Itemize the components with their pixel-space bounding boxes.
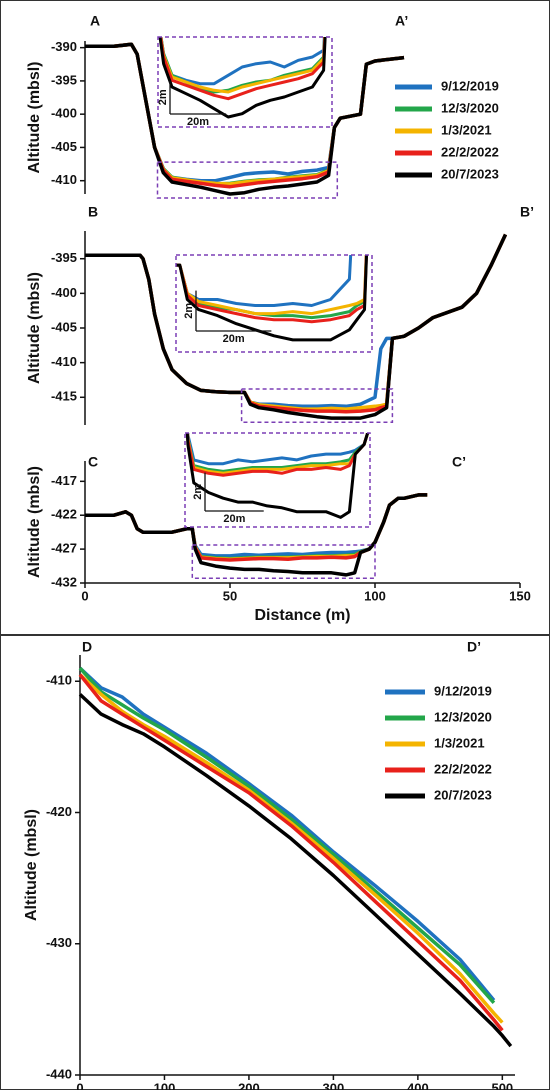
series-line <box>159 37 327 94</box>
inset-bg <box>185 433 370 527</box>
series-line <box>185 433 370 477</box>
scale-label-x: 20m <box>223 333 245 345</box>
x-tick-label: 200 <box>238 1080 260 1090</box>
scale-label-y: 2m <box>192 484 204 500</box>
x-tick-label: 150 <box>509 588 531 603</box>
panel-label: D <box>82 639 92 655</box>
legend-label: 20/7/2023 <box>434 787 492 802</box>
series-line <box>158 37 327 119</box>
scale-label-y: 2m <box>157 89 169 105</box>
inset <box>185 433 370 519</box>
y-axis-label: Altitude (mbsl) <box>23 809 40 921</box>
series-line <box>78 666 496 1004</box>
zoom-box <box>240 388 394 423</box>
scale-label-x: 20m <box>187 116 209 128</box>
x-tick-label: 500 <box>491 1080 513 1090</box>
panel-label-end: D’ <box>467 639 481 655</box>
series-line <box>186 433 370 473</box>
panel-label: C <box>88 454 98 470</box>
panel-label: B <box>88 204 98 220</box>
scale-label-y: 2m <box>183 303 195 319</box>
series-line <box>78 673 504 1032</box>
inset <box>176 255 369 342</box>
y-tick-label: -395 <box>51 72 77 87</box>
panel-label: A <box>90 13 100 29</box>
y-tick-label: -405 <box>51 139 77 154</box>
series-line <box>186 433 370 475</box>
series-line <box>159 37 327 94</box>
series-line <box>159 37 326 86</box>
y-tick-label: -410 <box>46 673 72 688</box>
x-tick-label: 0 <box>76 1080 83 1090</box>
y-axis-label: Altitude (mbsl) <box>26 272 43 384</box>
y-tick-label: -420 <box>46 804 72 819</box>
frame-bottom <box>0 635 550 1090</box>
panel-label-end: A’ <box>395 13 408 29</box>
y-tick-label: -390 <box>51 39 77 54</box>
x-tick-label: 400 <box>407 1080 429 1090</box>
series-line <box>78 693 513 1048</box>
y-tick-label: -432 <box>51 574 77 589</box>
legend-label: 12/3/2020 <box>441 100 499 115</box>
series-line <box>186 433 370 466</box>
inset-frame <box>157 36 333 128</box>
y-tick-label: -422 <box>51 507 77 522</box>
y-tick-label: -410 <box>51 172 77 187</box>
y-tick-label: -405 <box>51 319 77 334</box>
legend-label: 1/3/2021 <box>441 122 492 137</box>
zoom-box <box>156 161 339 199</box>
y-tick-label: -430 <box>46 935 72 950</box>
scale-label-x: 20m <box>223 513 245 525</box>
y-axis-label: Altitude (mbsl) <box>26 62 43 174</box>
series-line <box>176 255 369 342</box>
y-axis-label: Altitude (mbsl) <box>26 466 43 578</box>
x-tick-label: 100 <box>364 588 386 603</box>
y-tick-label: -440 <box>46 1066 72 1081</box>
y-tick-label: -417 <box>51 473 77 488</box>
y-tick-label: -415 <box>51 389 77 404</box>
series-line <box>176 255 368 316</box>
legend-label: 22/2/2022 <box>441 144 499 159</box>
y-tick-label: -427 <box>51 541 77 556</box>
legend-label: 20/7/2023 <box>441 166 499 181</box>
legend-label: 1/3/2021 <box>434 735 485 750</box>
zoom-box <box>191 544 376 580</box>
series-line <box>78 673 504 1024</box>
y-tick-label: -395 <box>51 250 77 265</box>
series-line <box>85 493 428 577</box>
panel-label-end: C’ <box>452 454 466 470</box>
legend-label: 22/2/2022 <box>434 761 492 776</box>
legend-label: 9/12/2019 <box>441 78 499 93</box>
legend-label: 9/12/2019 <box>434 683 492 698</box>
series-line <box>78 666 496 1002</box>
series-line <box>176 255 353 307</box>
inset-frame <box>184 432 371 528</box>
panel-label-end: B’ <box>520 204 534 220</box>
series-line <box>159 37 327 101</box>
y-tick-label: -410 <box>51 354 77 369</box>
x-tick-label: 100 <box>154 1080 176 1090</box>
y-tick-label: -400 <box>51 285 77 300</box>
y-tick-label: -400 <box>51 106 77 121</box>
x-tick-label: 50 <box>223 588 237 603</box>
inset-frame <box>175 254 373 353</box>
x-tick-label: 300 <box>323 1080 345 1090</box>
x-axis-label: Distance (m) <box>254 607 350 624</box>
series-line <box>85 233 508 420</box>
series-line <box>85 42 405 196</box>
x-tick-label: 0 <box>81 588 88 603</box>
series-line <box>176 255 368 324</box>
legend-label: 12/3/2020 <box>434 709 492 724</box>
inset <box>158 37 327 119</box>
series-line <box>185 433 370 519</box>
